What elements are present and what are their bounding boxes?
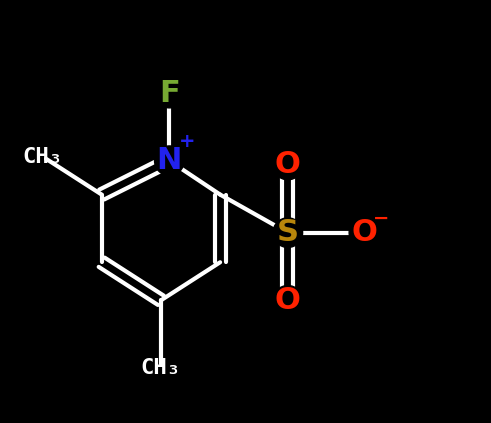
- Circle shape: [155, 78, 184, 108]
- Circle shape: [273, 286, 302, 315]
- Text: CH₃: CH₃: [23, 146, 62, 167]
- Circle shape: [273, 218, 302, 247]
- Text: O: O: [351, 218, 377, 247]
- Text: F: F: [159, 79, 180, 107]
- Text: O: O: [275, 151, 300, 179]
- Text: CH₃: CH₃: [141, 358, 181, 378]
- Text: +: +: [179, 132, 195, 151]
- Text: O: O: [275, 286, 300, 315]
- Circle shape: [155, 146, 184, 176]
- Text: N: N: [157, 146, 182, 175]
- Text: −: −: [373, 209, 390, 228]
- Circle shape: [349, 218, 379, 247]
- Circle shape: [273, 150, 302, 180]
- Text: S: S: [277, 218, 299, 247]
